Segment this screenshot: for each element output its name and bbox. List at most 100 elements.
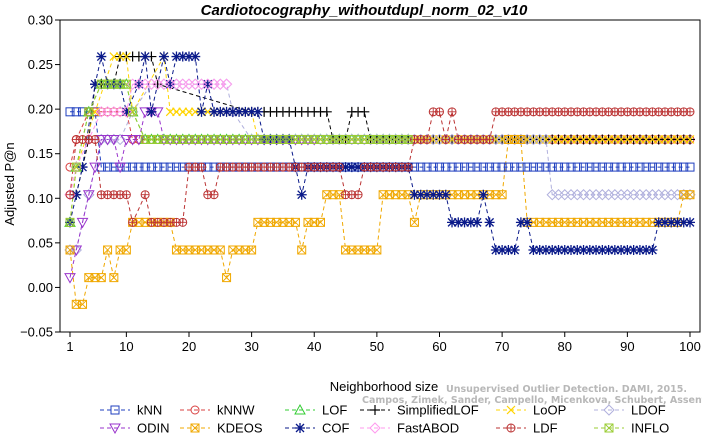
data-point [222,273,232,283]
legend-marker [506,423,516,433]
data-point [453,162,463,172]
legend-item-inflo: INFLO [594,421,669,434]
data-point [660,162,670,172]
x-tick-label: 60 [432,339,446,354]
axes: −0.05 0.00 0.05 0.10 0.15 0.20 0.25 0.30 1 10 20 30… [20,13,701,355]
data-point [585,135,595,144]
data-point [591,135,601,144]
x-tick-label: 100 [679,339,701,354]
data-point [109,273,119,283]
data-point [434,107,444,117]
data-point [635,135,645,144]
data-point [453,217,464,228]
data-point [579,135,588,144]
legend-item-knn: kNN [100,403,162,418]
data-point [685,217,695,228]
data-point [109,107,119,117]
data-point [522,162,532,172]
data-point [610,162,620,172]
data-point [434,162,444,172]
legend-label: LoOP [533,403,566,418]
data-point [209,106,220,117]
data-point [604,135,614,144]
data-point [560,162,570,172]
data-point [409,217,419,227]
data-point [96,107,106,117]
data-point [128,107,138,117]
data-point [584,244,595,255]
data-point [353,162,364,173]
data-point [359,106,370,117]
data-point [78,299,88,309]
data-point [64,273,76,284]
data-point [559,244,570,255]
series-points-ldf [65,107,695,227]
data-point [121,79,131,89]
data-point [183,51,194,62]
x-tick-label: 20 [182,339,196,354]
data-point [591,244,602,255]
legend-label: FastABOD [397,421,459,434]
data-point [485,162,495,172]
data-point [190,107,200,117]
data-point [553,162,563,172]
data-point [109,52,119,61]
data-point [441,162,451,172]
data-point [540,133,552,146]
data-point [478,189,489,200]
y-tick-label: 0.25 [28,57,53,72]
y-tick-label: 0.00 [28,280,53,295]
data-point [553,244,564,255]
data-point [654,162,664,172]
legend-item-knnw: kNNW [180,403,255,418]
data-point [202,79,213,90]
plot-area [64,51,696,309]
data-point [572,162,582,172]
data-point [246,106,257,117]
data-point [622,162,632,172]
data-point [622,135,632,144]
legend-item-cof: COF [285,421,350,434]
legend-marker [295,423,305,433]
data-point [121,245,131,255]
data-point [673,135,682,144]
chart-title: Cardiotocography_withoutdupl_norm_02_v10 [201,2,528,19]
data-point [597,162,607,172]
data-point [566,135,576,144]
data-point [653,217,664,228]
data-point [497,190,507,200]
data-point [516,134,526,144]
data-point [177,51,188,62]
data-point [604,162,614,172]
legend-label: COF [322,421,350,434]
data-point [121,52,131,61]
data-point [685,107,695,117]
data-point [321,106,332,117]
data-point [159,162,169,172]
data-point [107,134,120,146]
y-tick-label: 0.20 [28,102,53,117]
data-point [252,106,263,117]
data-point [82,190,95,201]
legend-item-loop: LoOP [496,403,566,418]
x-tick-label: 1 [66,339,73,354]
data-point [71,107,81,117]
data-point [497,244,508,255]
data-point [597,135,607,144]
data-point [146,162,156,172]
data-point [516,162,526,172]
data-point [440,189,451,200]
data-point [422,162,432,172]
legend-marker [190,423,200,433]
data-point [654,135,664,144]
data-point [372,245,382,255]
data-point [547,135,557,144]
data-point [597,244,608,255]
data-point [465,217,476,228]
data-point [672,162,682,172]
data-point [647,135,657,144]
legend-marker [604,423,614,433]
legend-marker [369,422,381,434]
data-point [666,135,676,144]
